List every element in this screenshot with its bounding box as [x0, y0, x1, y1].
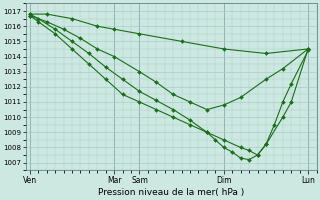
X-axis label: Pression niveau de la mer( hPa ): Pression niveau de la mer( hPa )	[98, 188, 244, 197]
